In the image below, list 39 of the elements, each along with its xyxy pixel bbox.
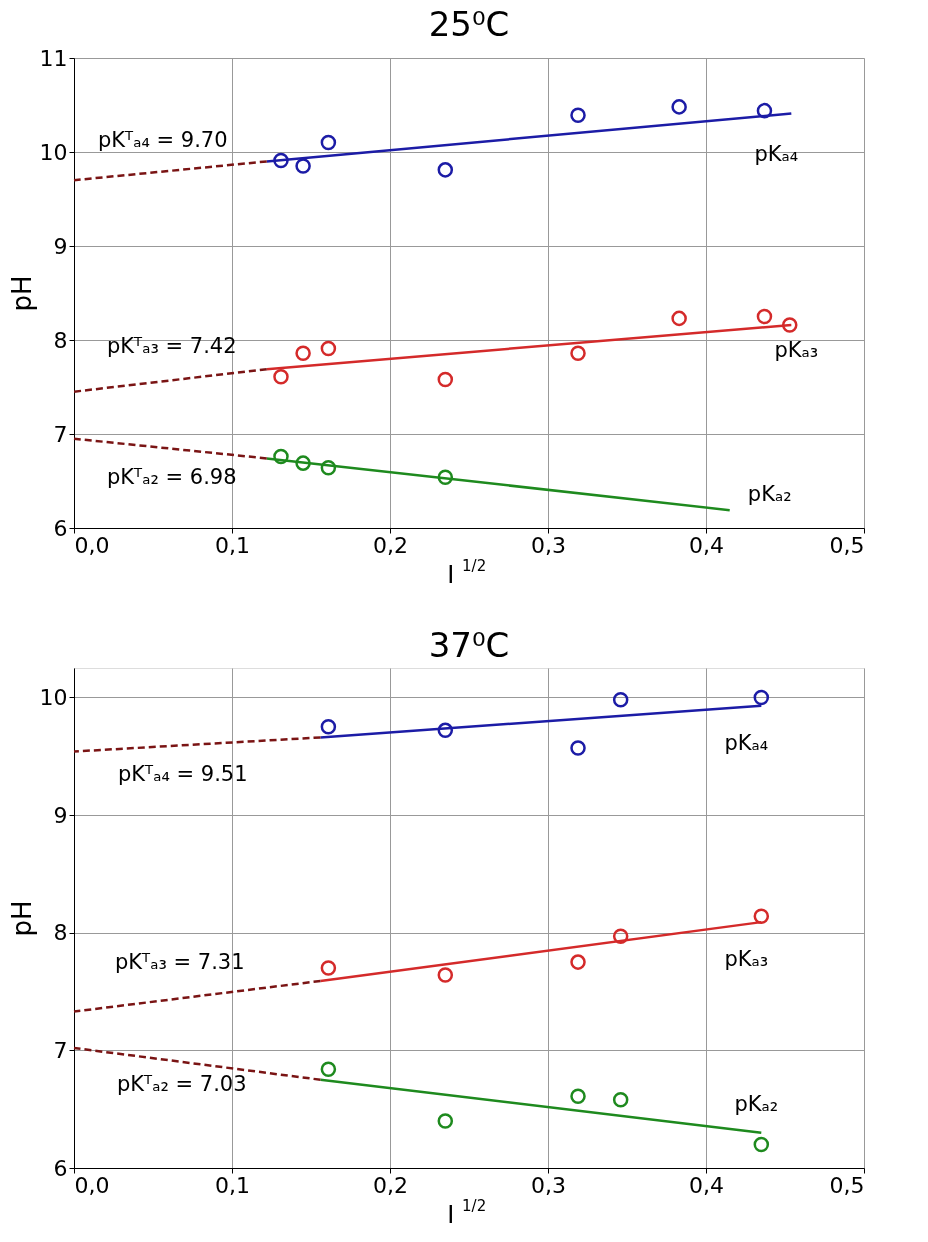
y-tick-label: 7: [53, 421, 68, 447]
y-axis-title: pH: [6, 900, 37, 937]
series-label: pKₐ₂: [747, 482, 792, 507]
x-tick-label: 0,4: [689, 532, 724, 558]
y-axis-title: pH: [6, 275, 37, 312]
annotation: pKᵀₐ₄ = 9.51: [118, 762, 248, 786]
x-tick-label: 0,2: [373, 1172, 408, 1198]
y-tick-label: 6: [53, 1155, 68, 1181]
annotation: pKᵀₐ₃ = 7.42: [107, 334, 237, 358]
chart-title: 25⁰C: [428, 4, 510, 44]
x-tick-label: 0,0: [74, 532, 110, 558]
x-tick-label: 0,1: [215, 532, 250, 558]
y-tick-label: 7: [53, 1037, 68, 1063]
x-tick-label: 0,3: [531, 1172, 566, 1198]
x-tick-label: 0,5: [829, 532, 865, 558]
series-label: pKₐ₃: [724, 947, 769, 972]
y-tick-label: 9: [53, 802, 68, 828]
series-label: pKₐ₂: [734, 1091, 779, 1116]
y-tick-label: 8: [53, 327, 68, 353]
x-tick-label: 0,3: [531, 532, 566, 558]
y-tick-label: 6: [53, 515, 68, 541]
x-tick-label: 0,1: [215, 1172, 250, 1198]
series-label: pKₐ₄: [754, 142, 799, 167]
x-tick-label: 0,4: [689, 1172, 724, 1198]
series-label: pKₐ₄: [724, 730, 769, 755]
x-tick-label: 0,2: [373, 532, 408, 558]
y-tick-label: 10: [39, 684, 68, 710]
y-tick-label: 9: [53, 233, 68, 259]
chart-title: 37⁰C: [428, 625, 510, 665]
annotation: pKᵀₐ₂ = 7.03: [117, 1072, 247, 1096]
y-tick-label: 11: [39, 45, 68, 71]
series-label: pKₐ₃: [774, 337, 819, 362]
annotation: pKᵀₐ₃ = 7.31: [115, 950, 245, 974]
y-tick-label: 10: [39, 139, 68, 165]
x-tick-label: 0,0: [74, 1172, 110, 1198]
y-tick-label: 8: [53, 920, 68, 946]
annotation: pKᵀₐ₄ = 9.70: [98, 128, 228, 152]
annotation: pKᵀₐ₂ = 6.98: [107, 465, 237, 489]
x-tick-label: 0,5: [829, 1172, 865, 1198]
